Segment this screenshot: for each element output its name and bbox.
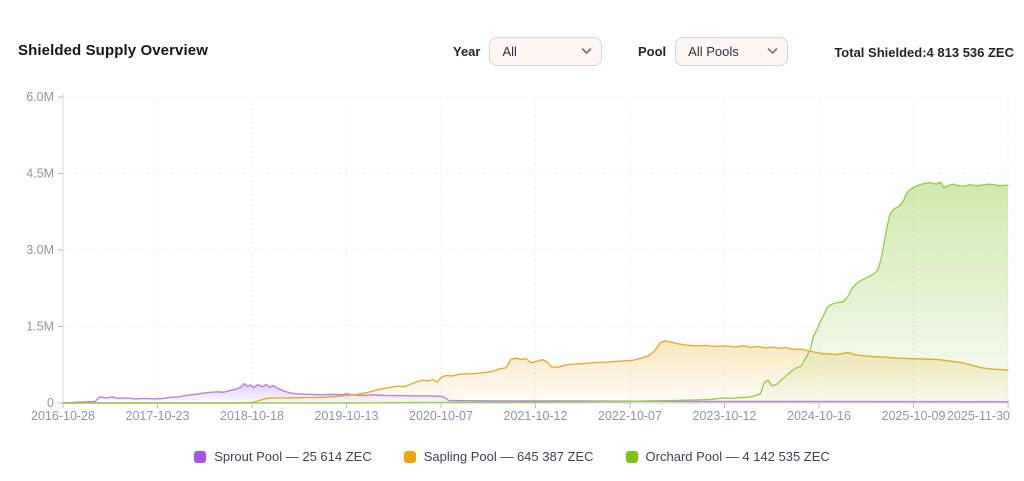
total-shielded-label: Total Shielded: — [834, 45, 927, 60]
x-axis-label: 2019-10-13 — [315, 409, 379, 423]
total-shielded: Total Shielded:4 813 536 ZEC — [834, 45, 1014, 60]
legend-item-sprout-pool[interactable]: Sprout Pool — 25 614 ZEC — [194, 449, 372, 464]
total-shielded-value: 4 813 536 ZEC — [926, 45, 1014, 60]
year-label: Year — [453, 44, 481, 59]
pool-control-group: Pool All Pools — [638, 37, 789, 66]
orchard-pool-line — [62, 181, 1009, 404]
x-axis-label: 2025-10-09 — [882, 409, 946, 423]
legend-item-sapling-pool[interactable]: Sapling Pool — 645 387 ZEC — [403, 449, 594, 464]
legend-label: Sapling Pool — 645 387 ZEC — [423, 449, 594, 464]
shielded-supply-chart: 0 1.5M 3.0M 4.5M 6.0M 2016-10-28 2017-10-23 201… — [26, 90, 1010, 423]
year-select-wrap: All — [489, 37, 603, 66]
year-control-group: Year All — [453, 37, 603, 66]
y-axis-label: 6.0M — [26, 90, 54, 104]
year-select[interactable]: All — [489, 37, 603, 66]
y-axis-label: 1.5M — [26, 320, 54, 334]
sprout-pool-swatch-icon — [194, 450, 207, 463]
legend-label: Orchard Pool — 4 142 535 ZEC — [645, 449, 830, 464]
x-axis-label: 2021-10-12 — [504, 409, 568, 423]
x-axis-label: 2023-10-12 — [693, 409, 757, 423]
y-axis-label: 4.5M — [26, 167, 54, 181]
x-axis-label: 2022-10-07 — [598, 409, 662, 423]
orchard-pool-swatch-icon — [625, 450, 638, 463]
x-axis-label: 2025-11-30 — [947, 409, 1010, 423]
x-axis-label: 2018-10-18 — [220, 409, 284, 423]
x-axis-label: 2017-10-23 — [126, 409, 190, 423]
x-axis-label: 2024-10-16 — [787, 409, 851, 423]
pool-select[interactable]: All Pools — [675, 37, 789, 66]
page-title: Shielded Supply Overview — [18, 42, 208, 59]
sapling-pool-swatch-icon — [403, 450, 416, 463]
x-axis-label: 2020-10-07 — [409, 409, 473, 423]
legend-label: Sprout Pool — 25 614 ZEC — [214, 449, 372, 464]
y-axis-label: 0 — [47, 396, 54, 410]
chart-legend: Sprout Pool — 25 614 ZEC Sapling Pool — 6… — [0, 449, 1024, 464]
orchard-pool-area — [63, 182, 1008, 403]
x-axis-label: 2016-10-28 — [31, 409, 95, 423]
legend-item-orchard-pool[interactable]: Orchard Pool — 4 142 535 ZEC — [625, 449, 830, 464]
pool-label: Pool — [638, 44, 667, 59]
y-axis-label: 3.0M — [26, 243, 54, 257]
pool-select-wrap: All Pools — [675, 37, 789, 66]
